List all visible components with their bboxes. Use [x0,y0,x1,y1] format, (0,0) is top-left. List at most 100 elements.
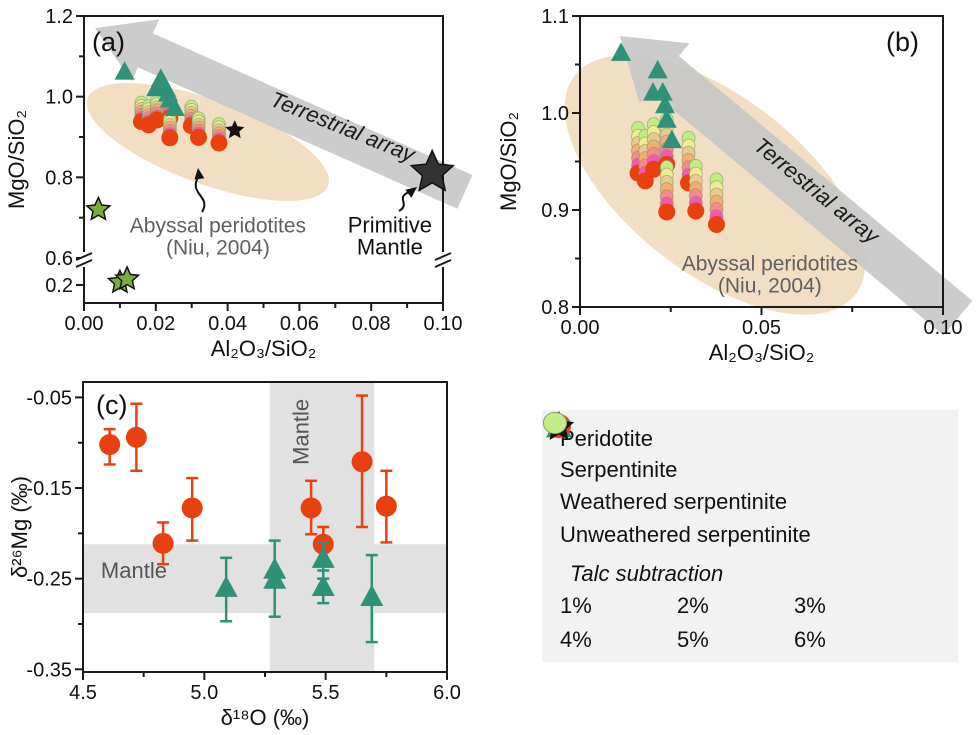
serpentinite-point [210,134,228,152]
y-tick-label: 0.6 [45,248,73,270]
legend-item-peridotite: Peridotite [546,413,952,454]
weathered-serpentinite-series [85,195,141,294]
y-tick-label: 0.2 [45,275,73,297]
x-tick-label: 0.10 [424,313,463,335]
serpentinite-point [658,203,676,221]
peridotite-point [654,94,675,114]
panel-letter-a: (a) [92,27,125,57]
talc-label: 5% [677,627,709,652]
peridotite-point [360,584,384,606]
serpentinite-series [99,394,397,566]
y-tick-label: 1.0 [541,103,569,125]
y-axis-title: MgO/SiO₂ [4,110,29,209]
serpentinite-point [152,532,174,554]
talc-label: 2% [677,593,709,618]
serpentinite-point [99,434,121,456]
y-tick-label: -0.35 [26,659,72,681]
annotation-text: Abyssal peridotites [130,215,306,238]
x-tick-label: 0.00 [561,317,600,339]
legend-item-weathered-serpentinite: Weathered serpentinite [543,411,952,518]
weathered-serpentinite-star [85,195,112,221]
x-tick-label: 5.0 [190,682,218,704]
talc-subtraction-title: Talc subtraction [570,561,724,586]
primitive-mantle-star [409,148,455,192]
y-tick-label: -0.05 [26,387,72,409]
unweathered-serpentinite-series [225,120,245,139]
y-tick-label: 1.0 [45,87,73,109]
annotation-text: Mantle [101,558,167,583]
annotation-text: Abyssal peridotites [682,253,858,276]
axis-break-slash [434,259,452,268]
terrestrial-array-arrow [619,36,973,336]
y-tick-label: -0.15 [26,478,72,500]
y-tick-label: -0.25 [26,569,72,591]
serpentinite-point [645,160,663,178]
legend: Peridotite Serpentinite Weathered serpen… [542,410,958,662]
panel-letter-b: (b) [886,27,919,57]
peridotite-point [661,129,682,149]
peridotite-series [114,61,185,116]
unweathered-serpentinite-star [225,120,245,139]
peridotite-point [656,109,677,128]
peridotite-series [214,539,384,644]
x-tick-label: 0.05 [742,317,781,339]
y-tick-label: 0.8 [541,297,569,319]
serpentinite-point [351,451,373,473]
serpentinite-point [687,202,705,220]
axis-break-slash [75,252,93,261]
serpentinite-point [181,497,203,519]
talc-dot-6pct-icon [543,412,567,434]
y-tick-label: 1.2 [45,6,73,28]
talc-label: 1% [560,593,592,618]
primitive-mantle-series [409,148,455,192]
serpentinite-point [161,129,179,147]
axis-break-gap [80,252,88,267]
x-tick-label: 0.04 [208,313,247,335]
legend-label: Weathered serpentinite [560,488,788,514]
peridotite-point [647,59,668,79]
talc-entry-4pct: 4% [543,412,677,655]
peridotite-point [652,82,673,101]
panel-b: 0.00 0.05 0.10 1.1 1.0 0.9 0.8 Al₂O₃/SiO₂ MgO/Si… [496,6,973,365]
x-axis-title: δ¹⁸O (‰) [221,705,310,730]
annotation-text: (Niu, 2004) [166,237,270,260]
axis-break-gap [439,252,447,267]
talc-label: 4% [560,627,592,652]
x-tick-label: 0.06 [280,313,319,335]
ticks [75,396,448,680]
peridotite-point [214,575,238,597]
talc-entry-5pct: 5% [543,412,794,655]
serpentinite-point [375,495,397,517]
peridotite-point [311,574,335,597]
panel-letter-c: (c) [96,390,127,420]
legend-item-serpentinite: Serpentinite [547,414,952,485]
peridotite-series [611,42,682,149]
x-axis-title: Al₂O₃/SiO₂ [211,336,317,361]
peridotite-point [311,546,335,568]
x-tick-label: 0.02 [136,313,175,335]
annotation-text: Primitive [348,213,432,238]
annotation-arrowhead [405,187,417,198]
x-tick-label: 6.0 [433,682,461,704]
x-tick-label: 0.10 [924,317,963,339]
x-tick-label: 4.5 [69,682,97,704]
serpentinite-point [707,216,725,234]
annotation-text: Mantle [357,235,423,260]
talc-label: 3% [794,593,826,618]
serpentinite-point [148,111,166,129]
x-axis-title: Al₂O₃/SiO₂ [709,340,815,365]
panel-c: 4.5 5.0 5.5 6.0 -0.05 -0.15 -0.25 -0.35 δ¹⁸O (‰)… [7,381,461,730]
annotation-arrowhead [194,168,205,180]
y-axis-title: δ²⁶Mg (‰) [7,476,32,578]
y-tick-label: 0.8 [45,167,73,189]
annotation-arrow [194,175,206,213]
panel-a: 0.00 0.02 0.04 0.06 0.08 0.10 1.2 1.0 0.8 0.6 0.2 A… [4,6,473,361]
talc-legend-grid: 1% 2% 3% 4% 5% 6% [543,412,952,655]
axis-break-slash [434,252,452,261]
annotation-arrow [398,191,410,212]
y-tick-label: 0.9 [541,200,569,222]
ticks [572,15,944,315]
talc-entry-3pct: 3% [543,412,952,621]
